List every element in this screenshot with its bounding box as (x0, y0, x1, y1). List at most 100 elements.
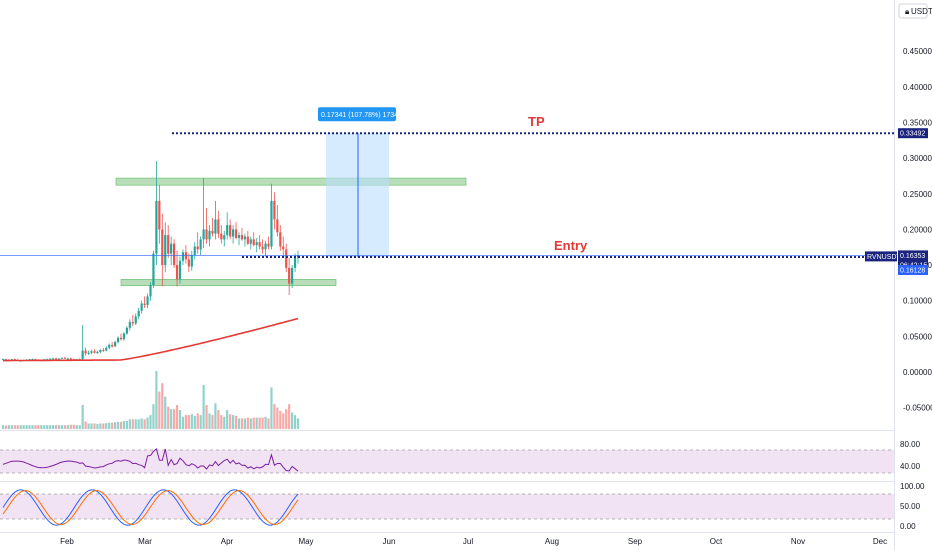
candle[interactable] (125, 327, 128, 334)
candle[interactable] (173, 243, 176, 266)
price-axis[interactable]: 0.45000 0.40000 0.35000 0.30000 0.25000 0.200… (903, 47, 932, 413)
candle[interactable] (84, 350, 87, 354)
candle[interactable] (285, 249, 288, 268)
candle[interactable] (255, 242, 258, 246)
candle[interactable] (223, 235, 226, 240)
candle[interactable] (252, 239, 255, 246)
candle[interactable] (57, 358, 61, 360)
currency-selector[interactable]: 🔒︎ USDT (898, 3, 932, 19)
candle[interactable] (122, 333, 126, 340)
candle[interactable] (220, 233, 223, 240)
candle[interactable] (229, 225, 232, 237)
candle[interactable] (1, 359, 5, 361)
candle[interactable] (258, 242, 261, 247)
candle[interactable] (170, 243, 173, 254)
candle[interactable] (60, 357, 64, 359)
candle[interactable] (288, 267, 291, 284)
candle[interactable] (267, 243, 270, 247)
candle[interactable] (208, 230, 211, 240)
candle[interactable] (161, 229, 164, 266)
stoch-rsi-pane[interactable]: 100.00 50.00 0.00 (0, 482, 925, 531)
candle[interactable] (193, 246, 196, 256)
candle[interactable] (187, 259, 190, 267)
symbol-price-tag: RVNUSDT (865, 251, 901, 262)
candle[interactable] (87, 352, 90, 354)
candle[interactable] (178, 260, 182, 280)
candle[interactable] (99, 349, 102, 353)
candle[interactable] (152, 253, 155, 286)
candle[interactable] (293, 257, 297, 268)
candle[interactable] (146, 296, 149, 305)
candles-layer[interactable] (1, 160, 300, 362)
candle[interactable] (10, 359, 13, 361)
candle[interactable] (196, 246, 199, 250)
candle[interactable] (199, 239, 202, 250)
candle[interactable] (13, 359, 16, 361)
candle[interactable] (111, 344, 114, 347)
candle[interactable] (134, 316, 137, 324)
candle[interactable] (175, 265, 179, 280)
candle[interactable] (63, 357, 67, 359)
zone-support[interactable] (120, 279, 337, 287)
candle[interactable] (270, 200, 273, 247)
candle[interactable] (226, 225, 229, 236)
measure-tool[interactable]: 0.17341 (107.78%) 17341 (318, 107, 402, 258)
candle[interactable] (155, 200, 158, 254)
rsi-pane[interactable]: 80.00 40.00 (0, 440, 921, 474)
candle[interactable] (234, 229, 238, 238)
volume-bar (66, 425, 69, 429)
candle[interactable] (52, 358, 55, 360)
candle[interactable] (190, 255, 193, 267)
candle[interactable] (28, 359, 31, 361)
candle[interactable] (181, 252, 185, 261)
volume-bar (273, 404, 276, 429)
candle[interactable] (184, 252, 187, 260)
candle[interactable] (282, 246, 285, 250)
candle[interactable] (279, 232, 282, 247)
candle[interactable] (149, 285, 152, 297)
time-axis[interactable]: Feb Mar Apr May Jun Jul Aug Sep Oct Nov Dec (60, 537, 887, 546)
candle[interactable] (96, 352, 99, 354)
candle[interactable] (93, 351, 96, 353)
candle[interactable] (66, 358, 69, 360)
candle[interactable] (131, 322, 134, 324)
candle[interactable] (211, 230, 214, 234)
candle[interactable] (243, 236, 246, 240)
candle[interactable] (217, 219, 220, 234)
candle[interactable] (202, 229, 205, 240)
candle[interactable] (205, 229, 208, 240)
candle[interactable] (240, 235, 244, 240)
candle[interactable] (167, 235, 170, 254)
candle[interactable] (246, 236, 249, 244)
candle[interactable] (249, 239, 252, 244)
candle[interactable] (237, 235, 241, 238)
candle[interactable] (105, 347, 108, 351)
candle[interactable] (264, 243, 267, 250)
candle[interactable] (81, 350, 84, 360)
zone-resistance[interactable] (115, 177, 467, 186)
candle[interactable] (164, 235, 167, 266)
candle[interactable] (108, 344, 111, 348)
candle[interactable] (128, 322, 131, 328)
candle[interactable] (140, 303, 143, 311)
candle[interactable] (143, 303, 146, 305)
candle[interactable] (273, 200, 276, 220)
candle[interactable] (158, 200, 161, 230)
candle[interactable] (116, 337, 120, 343)
volume-bar (122, 420, 126, 429)
candle[interactable] (119, 337, 123, 340)
candle[interactable] (114, 342, 117, 347)
candle[interactable] (4, 359, 8, 361)
candle[interactable] (261, 246, 264, 250)
candle[interactable] (69, 358, 72, 360)
candle[interactable] (90, 351, 93, 353)
candle[interactable] (232, 229, 235, 237)
candle[interactable] (214, 219, 217, 234)
candle[interactable] (55, 358, 58, 360)
candle[interactable] (137, 310, 140, 317)
candle[interactable] (49, 358, 52, 360)
candle[interactable] (276, 219, 279, 233)
candle[interactable] (102, 349, 105, 351)
candle[interactable] (291, 267, 294, 284)
